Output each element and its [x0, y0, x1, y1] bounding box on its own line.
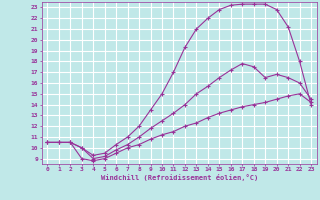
- X-axis label: Windchill (Refroidissement éolien,°C): Windchill (Refroidissement éolien,°C): [100, 174, 258, 181]
